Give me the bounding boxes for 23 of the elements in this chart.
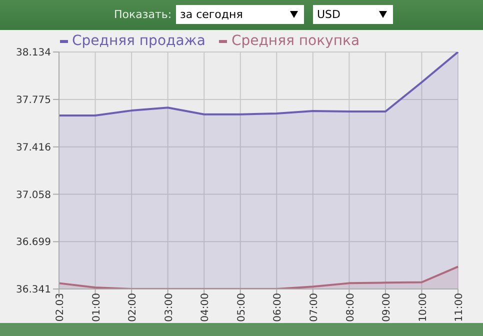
x-tick-label: 06:00 xyxy=(272,293,284,322)
x-tick-label: 01:00 xyxy=(91,293,102,322)
x-tick-label: 11:00 xyxy=(454,293,466,322)
y-tick-label: 37.416 xyxy=(16,142,51,154)
y-tick-label: 38.134 xyxy=(16,48,51,59)
y-tick-label: 36.699 xyxy=(16,237,51,248)
x-tick-label: 02:00 xyxy=(128,293,139,322)
legend-label: Средняя покупка xyxy=(230,32,360,50)
legend-label: Средняя продажа xyxy=(71,32,206,50)
text: USD xyxy=(313,5,393,24)
x-tick-label: 03:00 xyxy=(164,293,175,322)
x-tick-label: 09:00 xyxy=(382,293,393,322)
x-tick-label: 05:00 xyxy=(236,293,248,322)
text: за сегодня xyxy=(176,5,304,24)
x-tick-label: 07:00 xyxy=(309,293,320,322)
y-tick-label: 37.775 xyxy=(16,95,51,106)
x-tick-label: 08:00 xyxy=(345,293,356,322)
y-tick-label: 37.058 xyxy=(16,190,51,201)
text: Показать: xyxy=(114,8,172,21)
y-tick-label: 36.341 xyxy=(16,284,51,296)
x-tick-label: 02.03 xyxy=(55,293,66,322)
x-tick-label: 10:00 xyxy=(418,293,429,322)
x-tick-label: 04:00 xyxy=(200,293,212,322)
